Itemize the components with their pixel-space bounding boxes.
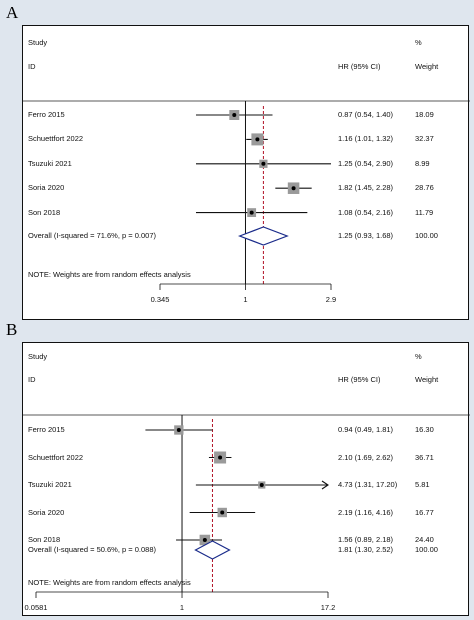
point-estimate xyxy=(291,186,296,191)
study-weight: 8.99 xyxy=(415,158,430,168)
study-weight: 28.76 xyxy=(415,183,434,193)
study-ci: 2.19 (1.16, 4.16) xyxy=(338,507,394,517)
overall-diamond xyxy=(194,540,231,560)
study-label: Son 2018 xyxy=(28,535,61,544)
overall-diamond xyxy=(237,226,289,246)
footnote: NOTE: Weights are from random effects an… xyxy=(28,578,191,587)
point-estimate xyxy=(220,510,225,515)
point-estimate xyxy=(261,161,266,166)
study-ci: 0.94 (0.49, 1.81) xyxy=(338,425,394,434)
study-weight: 36.71 xyxy=(415,452,434,462)
x-tick-label: 1 xyxy=(179,603,185,612)
overall-weight: 100.00 xyxy=(415,231,438,240)
study-header: Study xyxy=(28,352,48,361)
pct-header: % xyxy=(415,352,422,361)
study-label: Soria 2020 xyxy=(28,507,65,517)
study-header: Study xyxy=(28,38,48,47)
study-ci: 2.10 (1.69, 2.62) xyxy=(338,452,394,462)
study-weight: 18.09 xyxy=(415,110,434,119)
study-label: Schuettfort 2022 xyxy=(28,134,84,144)
panel-b-letter: B xyxy=(6,320,18,339)
study-ci: 4.73 (1.31, 17.20) xyxy=(338,480,398,489)
study-weight: 16.77 xyxy=(415,507,434,517)
point-estimate xyxy=(202,538,207,542)
hr-header: HR (95% CI) xyxy=(338,375,381,384)
x-tick-label: 0.345 xyxy=(150,295,170,304)
study-ci: 1.16 (1.01, 1.32) xyxy=(338,134,394,144)
x-tick-label: 0.0581 xyxy=(24,603,48,612)
study-label: Son 2018 xyxy=(28,207,61,217)
study-ci: 0.87 (0.54, 1.40) xyxy=(338,110,394,119)
overall-ci: 1.25 (0.93, 1.68) xyxy=(338,231,394,240)
point-estimate xyxy=(259,483,264,487)
forest-plot-a: Study % ID HR (95% CI) Weight Ferro 2015… xyxy=(22,25,470,320)
pct-header: % xyxy=(415,38,422,47)
x-tick-label: 17.2 xyxy=(320,603,336,612)
study-label: Schuettfort 2022 xyxy=(28,452,84,462)
overall-ci: 1.81 (1.30, 2.52) xyxy=(338,545,394,554)
study-weight: 5.81 xyxy=(415,480,430,489)
weight-header: Weight xyxy=(415,375,439,384)
weight-header: Weight xyxy=(415,62,439,71)
panel-a-letter: A xyxy=(6,3,19,22)
study-ci: 1.82 (1.45, 2.28) xyxy=(338,183,394,193)
point-estimate xyxy=(255,137,260,142)
point-estimate xyxy=(249,210,254,215)
id-header: ID xyxy=(28,375,36,384)
study-label: Ferro 2015 xyxy=(28,110,65,119)
footnote: NOTE: Weights are from random effects an… xyxy=(28,270,191,279)
ci-arrow xyxy=(321,480,329,490)
study-ci: 1.25 (0.54, 2.90) xyxy=(338,158,394,168)
study-label: Tsuzuki 2021 xyxy=(28,480,72,489)
x-tick-label: 2.9 xyxy=(325,295,337,304)
study-label: Ferro 2015 xyxy=(28,425,65,434)
study-label: Tsuzuki 2021 xyxy=(28,158,72,168)
overall-label: Overall (I-squared = 71.6%, p = 0.007) xyxy=(28,231,156,240)
study-weight: 16.30 xyxy=(415,425,434,434)
study-weight: 24.40 xyxy=(415,535,434,544)
point-estimate xyxy=(232,113,237,117)
study-label: Soria 2020 xyxy=(28,183,65,193)
hr-header: HR (95% CI) xyxy=(338,62,381,71)
study-weight: 32.37 xyxy=(415,134,434,144)
x-tick-label: 1 xyxy=(243,295,248,304)
study-ci: 1.08 (0.54, 2.16) xyxy=(338,207,394,217)
point-estimate xyxy=(176,428,181,432)
point-estimate xyxy=(218,455,223,460)
forest-plot-b: Study % ID HR (95% CI) Weight Ferro 2015… xyxy=(22,342,470,616)
forest-marks-a xyxy=(23,100,470,290)
forest-marks-b xyxy=(23,414,470,598)
overall-weight: 100.00 xyxy=(415,545,438,554)
overall-label: Overall (I-squared = 50.6%, p = 0.088) xyxy=(28,545,156,554)
study-ci: 1.56 (0.89, 2.18) xyxy=(338,535,394,544)
id-header: ID xyxy=(28,62,36,71)
study-weight: 11.79 xyxy=(415,207,434,217)
